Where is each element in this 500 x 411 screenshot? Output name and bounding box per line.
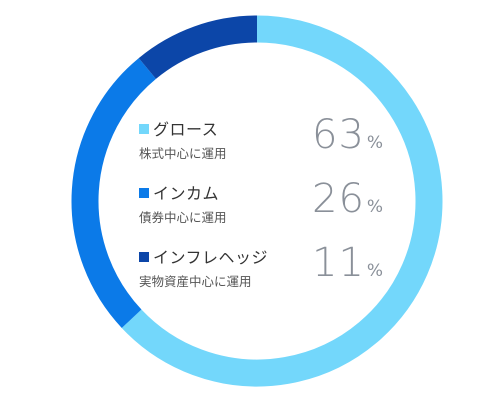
pct-unit-inflation-hedge: % (366, 261, 384, 281)
pct-inflation-hedge: 11% (312, 240, 383, 286)
donut-slice-inflation-hedge (138, 15, 258, 80)
series-desc-growth: 株式中心に運用 (139, 146, 227, 161)
series-name-inflation-hedge: インフレヘッジ (153, 248, 269, 267)
data-label-inflation-hedge: 11 (312, 240, 365, 286)
legend-item-income: インカム 債券中心に運用 26% (139, 176, 399, 242)
donut-slice-income (71, 58, 157, 328)
series-desc-income: 債券中心に運用 (139, 210, 227, 225)
donut-slice-growth (121, 15, 443, 387)
pct-growth: 63% (312, 112, 383, 158)
legend-swatch-income (139, 188, 149, 198)
pct-unit-growth: % (366, 133, 384, 153)
legend-item-growth: グロース 株式中心に運用 63% (139, 112, 399, 178)
legend-swatch-inflation-hedge (139, 252, 149, 262)
series-desc-inflation-hedge: 実物資産中心に運用 (139, 274, 252, 289)
series-name-growth: グロース (153, 120, 219, 139)
pct-unit-income: % (366, 197, 384, 217)
legend-item-inflation-hedge: インフレヘッジ 実物資産中心に運用 11% (139, 240, 399, 306)
data-label-income: 26 (312, 176, 365, 222)
data-label-growth: 63 (312, 112, 365, 158)
pct-income: 26% (312, 176, 383, 222)
series-name-income: インカム (153, 184, 220, 203)
legend-swatch-growth (139, 124, 149, 134)
